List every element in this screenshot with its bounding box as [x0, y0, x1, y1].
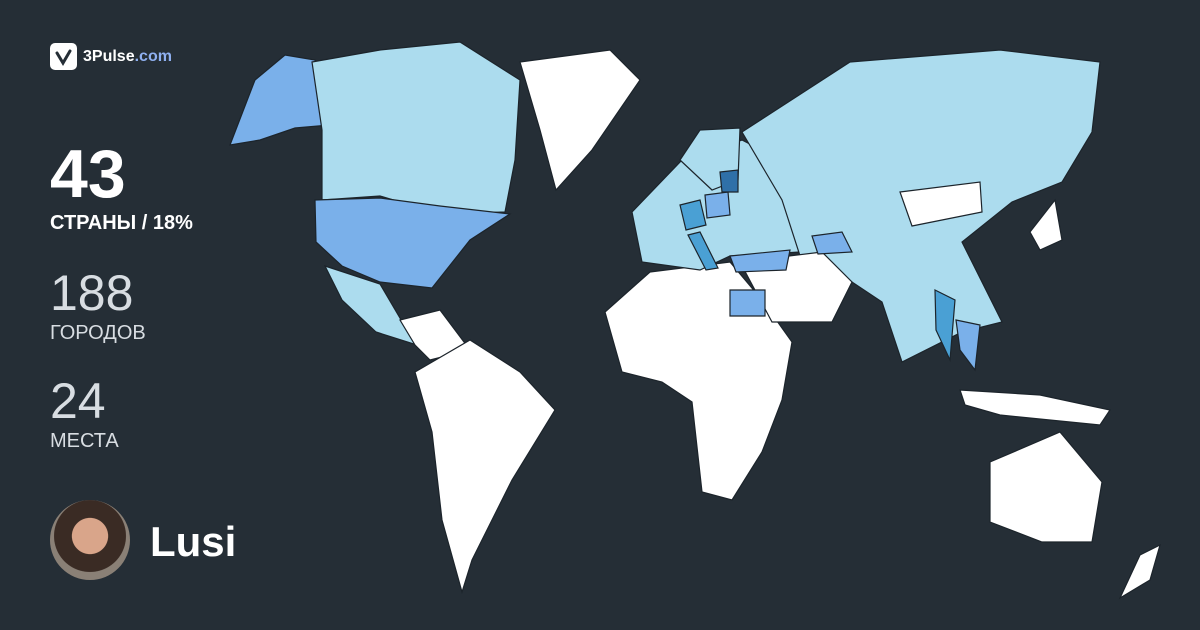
region-turkey[interactable]	[729, 249, 791, 273]
region-indonesia[interactable]	[959, 389, 1111, 426]
region-mongolia[interactable]	[899, 181, 983, 227]
region-canada[interactable]	[311, 41, 521, 215]
cities-label: ГОРОДОВ	[50, 322, 146, 344]
region-africa[interactable]	[604, 261, 793, 501]
countries-count: 43	[50, 136, 126, 212]
places-label: МЕСТА	[50, 430, 119, 452]
region-greenland[interactable]	[519, 49, 641, 192]
brand-logo[interactable]: 3Pulse.com	[50, 43, 172, 70]
region-japan[interactable]	[1029, 198, 1063, 251]
region-australia[interactable]	[989, 431, 1103, 543]
region-baltics[interactable]	[719, 169, 739, 193]
places-stat: 24 МЕСТА	[50, 376, 119, 453]
countries-label: СТРАНЫ / 18%	[50, 212, 193, 234]
cities-stat: 188 ГОРОДОВ	[50, 268, 146, 345]
avatar[interactable]	[50, 500, 130, 580]
region-italy[interactable]	[687, 231, 719, 271]
region-thailand[interactable]	[955, 319, 981, 372]
region-poland[interactable]	[704, 191, 731, 219]
region-egypt[interactable]	[729, 289, 766, 317]
cities-count: 188	[50, 265, 134, 321]
region-new-zealand[interactable]	[1118, 543, 1161, 600]
region-germany[interactable]	[679, 199, 707, 231]
brand-name: 3Pulse.com	[83, 47, 172, 65]
countries-stat: 43 СТРАНЫ / 18%	[50, 140, 193, 235]
places-count: 24	[50, 373, 106, 429]
region-kazakhstan[interactable]	[811, 231, 853, 255]
region-usa[interactable]	[314, 197, 512, 289]
region-south-america[interactable]	[414, 339, 556, 595]
checkmark-pulse-icon	[50, 43, 77, 70]
user-name: Lusi	[150, 518, 237, 565]
region-myanmar[interactable]	[934, 289, 956, 363]
